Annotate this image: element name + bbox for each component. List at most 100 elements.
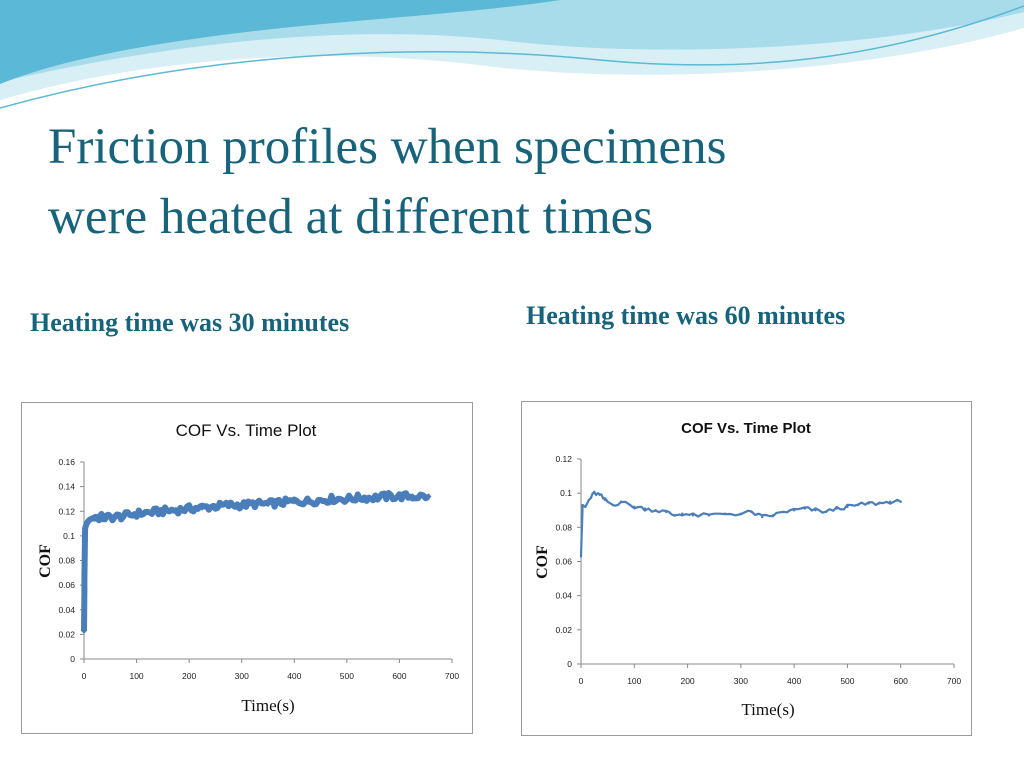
data-point <box>146 509 153 516</box>
y-tick-label: 0.1 <box>63 531 75 541</box>
subhead-60-minutes: Heating time was 60 minutes <box>526 301 846 330</box>
x-tick-label: 500 <box>840 676 854 686</box>
slide-title-line-1: Friction profiles when specimens <box>48 119 727 175</box>
x-tick-label: 200 <box>680 676 694 686</box>
data-point <box>581 503 584 507</box>
x-tick-label: 700 <box>947 676 961 686</box>
x-tick-label: 300 <box>235 671 249 681</box>
data-point <box>159 508 167 515</box>
x-tick-label: 700 <box>445 671 459 681</box>
subhead-30-minutes: Heating time was 30 minutes <box>30 308 350 337</box>
y-tick-label: 0.02 <box>555 625 572 635</box>
data-point <box>611 503 615 507</box>
data-point <box>593 491 596 495</box>
x-axis-label: Time(s) <box>741 700 794 719</box>
data-point <box>343 495 351 503</box>
x-tick-label: 0 <box>579 676 584 686</box>
data-point <box>771 514 775 517</box>
data-point <box>803 507 806 510</box>
data-point <box>330 495 337 503</box>
wave-line <box>0 5 1024 109</box>
data-point <box>277 499 285 506</box>
y-axis-label: COF <box>534 545 551 579</box>
data-point <box>383 493 390 500</box>
chart-panel-60-minutes: COF Vs. Time Plot 0 0.02 0.04 0.06 0.08 0.1 0.1… <box>521 401 972 736</box>
data-point <box>723 512 727 515</box>
y-tick-label: 0.02 <box>58 629 75 639</box>
data-point <box>579 555 583 558</box>
chart-30-minutes: COF Vs. Time Plot 0 0.02 0.04 0.06 0.08 0.1 0.1… <box>37 421 459 715</box>
slide-title: Friction profiles when specimens were he… <box>48 112 988 252</box>
data-point <box>867 502 870 505</box>
data-point <box>317 496 324 504</box>
chart-title: COF Vs. Time Plot <box>176 421 317 440</box>
data-point <box>584 505 587 509</box>
slide-title-line-2: were heated at different times <box>48 189 654 245</box>
data-point <box>899 500 902 503</box>
y-tick-label: 0.04 <box>58 605 75 615</box>
data-point <box>91 514 98 521</box>
data-point <box>199 504 206 511</box>
data-point <box>291 498 298 505</box>
data-point <box>369 494 377 501</box>
data-point <box>356 494 364 501</box>
x-tick-label: 200 <box>182 671 196 681</box>
y-tick-label: 0.06 <box>555 557 572 567</box>
data-point <box>107 514 114 521</box>
y-tick-label: 0.12 <box>58 506 75 516</box>
x-tick-label: 100 <box>129 671 143 681</box>
x-tick-label: 600 <box>392 671 406 681</box>
data-point <box>185 505 193 512</box>
x-tick-label: 500 <box>340 671 354 681</box>
data-point <box>824 510 828 514</box>
y-tick-label: 0.08 <box>555 522 572 532</box>
data-point <box>83 520 90 527</box>
data-point <box>846 505 849 509</box>
data-point <box>619 500 623 503</box>
x-tick-label: 0 <box>82 671 87 681</box>
data-point <box>238 501 245 509</box>
data-point <box>673 514 676 517</box>
data-point <box>425 493 432 500</box>
data-point <box>739 512 743 515</box>
y-tick-label: 0.1 <box>560 488 572 498</box>
data-point <box>782 510 785 514</box>
x-tick-label: 100 <box>627 676 641 686</box>
data-point <box>665 510 668 514</box>
wave-front <box>0 0 560 84</box>
data-point <box>835 507 838 510</box>
data-point <box>792 509 796 512</box>
data-point <box>304 498 311 505</box>
data-point <box>643 507 647 510</box>
data-point <box>396 493 403 500</box>
y-tick-label: 0 <box>567 659 572 669</box>
data-point <box>409 493 416 500</box>
y-tick-label: 0.04 <box>555 591 572 601</box>
data-point <box>251 500 259 508</box>
chart-panel-30-minutes: COF Vs. Time Plot 0 0.02 0.04 0.06 0.08 0.1 0.1… <box>21 402 473 734</box>
data-point <box>878 502 881 505</box>
data-point <box>856 503 860 507</box>
data-point <box>264 500 272 508</box>
y-tick-label: 0.16 <box>58 457 75 467</box>
y-tick-label: 0 <box>70 654 75 664</box>
data-point <box>750 510 753 514</box>
chart-title: COF Vs. Time Plot <box>681 420 811 437</box>
data-point <box>96 514 103 521</box>
y-tick-label: 0.06 <box>58 580 75 590</box>
data-point <box>212 503 219 510</box>
series-line <box>579 490 902 557</box>
data-point <box>598 493 601 497</box>
data-point <box>691 514 695 517</box>
data-point <box>633 505 636 509</box>
x-tick-label: 400 <box>787 676 801 686</box>
data-point <box>225 501 232 509</box>
data-point <box>172 506 180 514</box>
x-tick-label: 300 <box>734 676 748 686</box>
x-tick-label: 400 <box>287 671 301 681</box>
y-tick-label: 0.08 <box>58 556 75 566</box>
data-point <box>603 498 607 502</box>
x-axis-label: Time(s) <box>241 696 294 715</box>
chart-60-minutes: COF Vs. Time Plot 0 0.02 0.04 0.06 0.08 0.1 0.1… <box>534 420 961 719</box>
data-point <box>654 509 657 512</box>
